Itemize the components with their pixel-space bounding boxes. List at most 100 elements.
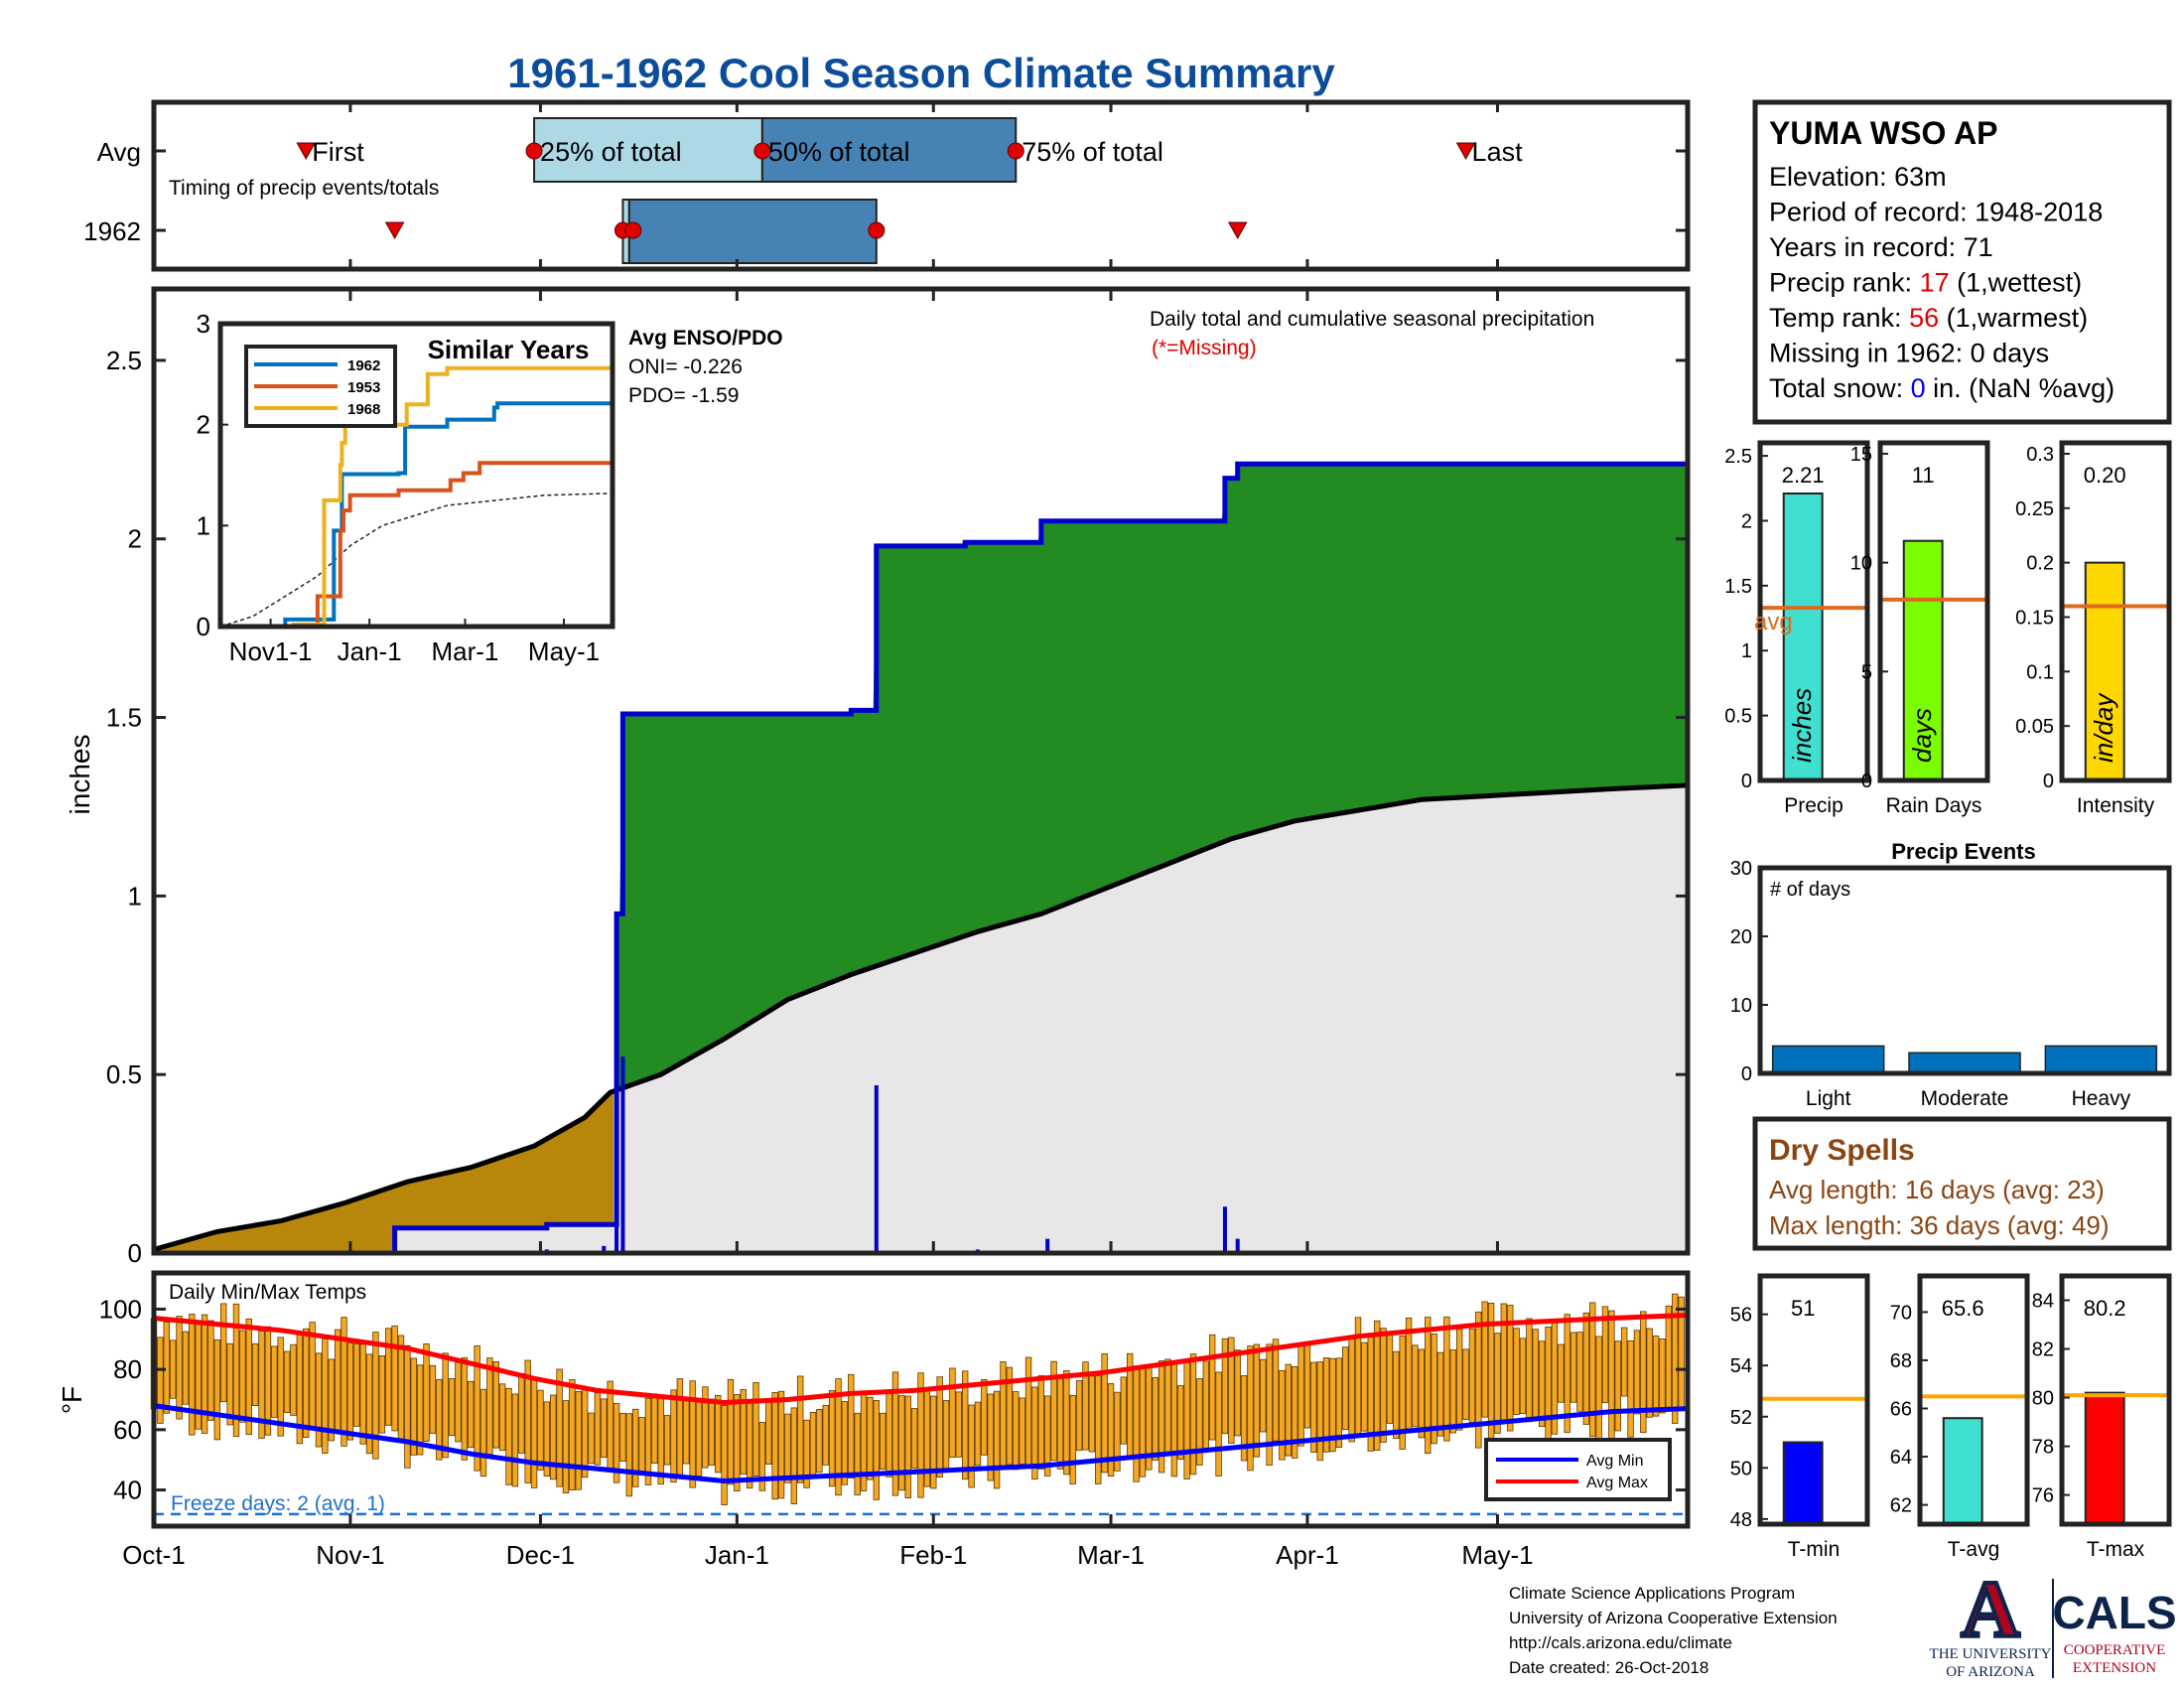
station-line-text: Total snow: [1769,373,1911,403]
daily-temp-bar [676,1378,684,1477]
inset-series-1953 [220,461,613,629]
timing-avg-box-upper [760,117,1018,183]
station-line-text: in. (NaN %avg) [1926,373,2116,403]
daily-temp-bar [543,1401,551,1477]
season-rain-days-category-label: Rain Days [1886,794,1982,817]
season-intensity-category-label: Intensity [2077,794,2155,817]
season-intensity-ytick-label-2: 0.1 [2026,661,2054,683]
season-intensity-unit-label: in/day [2089,692,2118,763]
temps-ytick-label-0: 40 [113,1476,142,1505]
daily-temp-bar [1532,1329,1539,1420]
daily-temp-bar [1189,1353,1197,1476]
daily-temp-bar [556,1368,563,1487]
daily-temp-bar [1196,1378,1203,1466]
daily-temp-bar [182,1331,190,1405]
daily-temp-bar [702,1386,709,1469]
daily-temp-bar [1202,1360,1209,1450]
inset-xtick-label-1: Jan-1 [338,636,402,666]
daily-temp-bar [740,1389,747,1476]
daily-temp-bar [955,1391,963,1458]
daily-temp-bar [1652,1336,1660,1417]
daily-precip-bar-7 [1045,1238,1050,1253]
temp-t-avg-value-label: 65.6 [1942,1296,1984,1321]
daily-temp-bar [1158,1360,1165,1474]
daily-temp-bar [1608,1310,1615,1440]
daily-precip-bar-3 [614,949,619,1253]
cals-logo: CALS [2052,1587,2176,1638]
timing-1962-p75-marker [868,221,886,239]
daily-temp-bar [1633,1330,1641,1415]
daily-temp-bar [448,1378,456,1437]
season-precip-ytick-label-5: 2.5 [1724,446,1752,468]
daily-temp-bar [1373,1320,1381,1451]
daily-temp-bar [1443,1316,1450,1442]
cals-sub-2: EXTENSION [2073,1660,2156,1676]
ua-logo-letter: A [1961,1564,2019,1654]
season-intensity-frame [2059,440,2172,783]
daily-temp-bar [1595,1336,1602,1441]
precip-main-chart: 0 0.5 1 1.5 2 2.5 inches Daily total and cumu… [65,286,1691,1268]
main-frame [151,286,1691,1256]
daily-temp-bar [1425,1317,1432,1455]
timing-avg-p50-marker [753,142,771,160]
surplus-area [616,464,1688,1090]
daily-temp-bar [468,1380,475,1449]
station-line-highlight: 0 [1911,373,1926,403]
daily-temp-bar [163,1322,170,1414]
x-axis-label-6: Apr-1 [1276,1540,1339,1570]
dry-max-line: Max length: 36 days (avg: 49) [1769,1210,2110,1240]
inset-legend-label-1968: 1968 [347,401,380,418]
footer-line-3: http://cals.arizona.edu/climate [1509,1633,1732,1652]
daily-temp-bar [746,1400,753,1489]
daily-temp-bar [1133,1365,1140,1482]
daily-temp-bar [1253,1343,1261,1458]
temp-bar-panels: 51 48 50 52 54 56 T-min 65.6 62 64 66 68 70 T-avg 80.2… [1730,1273,2172,1561]
avg-cumulative-fill [154,784,1688,1253]
season-rain-days-bar [1902,539,1944,781]
enso-pdo: PDO= -1.59 [628,384,739,407]
temps-title: Daily Min/Max Temps [169,1281,366,1304]
daily-temp-bar [1627,1339,1634,1438]
daily-temp-bar [404,1344,411,1469]
daily-temp-bar [505,1387,512,1485]
daily-temp-bar [410,1357,417,1456]
avg-cumulative-line [153,782,1689,1252]
daily-temp-bar [1475,1311,1482,1449]
daily-temp-bar [708,1398,716,1466]
daily-temp-bar [1234,1349,1241,1437]
daily-temp-bar [1620,1327,1628,1397]
daily-temp-bar [1024,1356,1032,1469]
precip-events-panel: Precip Events Light Moderate Heavy 0 10 20 30 #… [1730,839,2172,1110]
daily-temp-bar [644,1397,652,1485]
daily-precip-bar-4 [620,1056,625,1253]
daily-temp-bar [524,1359,531,1483]
daily-temp-bar [1640,1311,1647,1434]
daily-temp-bar [442,1352,449,1459]
station-line-3: Precip rank: 17 (1,wettest) [1769,268,2082,298]
daily-temp-bar [981,1379,988,1456]
inset-frame [217,321,615,630]
station-frame [1752,99,2172,425]
temp-t-max-bar [2084,1391,2125,1526]
daily-temp-bar [949,1367,956,1458]
temp-t-avg-ytick-label-3: 68 [1890,1350,1912,1372]
season-rain-days-ytick-label-1: 5 [1861,661,1872,683]
daily-temp-bar [1019,1397,1025,1465]
station-line-text: Years in record: 71 [1769,232,1993,262]
inset-ytick-label-0: 0 [197,612,210,641]
daily-temp-bar [498,1383,506,1452]
footer-line-1: Climate Science Applications Program [1509,1584,1795,1603]
timing-caption: Timing of precip events/totals [169,177,439,200]
daily-temp-bar [1513,1328,1520,1415]
season-precip-ytick-label-1: 0.5 [1724,706,1752,728]
daily-temp-bar [550,1394,557,1480]
daily-temp-bar [1139,1368,1147,1477]
temps-legend-box [1484,1438,1672,1501]
station-line-text: Elevation: 63m [1769,162,1947,192]
daily-temp-bar [841,1401,849,1485]
inset-xtick-label-3: May-1 [528,636,600,666]
daily-temp-bar [1316,1361,1323,1462]
daily-temp-bar [341,1317,347,1447]
season-precip-frame [1757,440,1870,783]
daily-temp-bar [157,1336,164,1424]
